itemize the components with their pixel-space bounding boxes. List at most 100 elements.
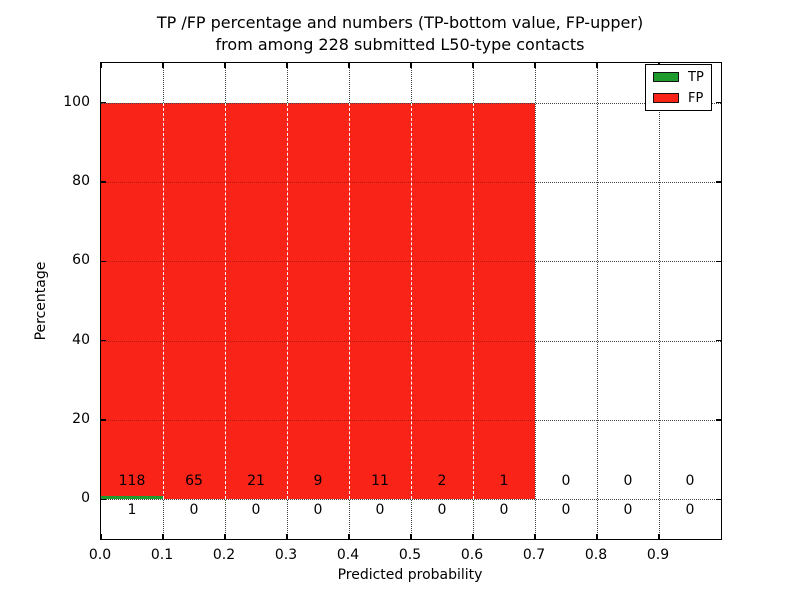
tp-count-label: 0 bbox=[375, 502, 385, 519]
bar-boundary-line bbox=[287, 102, 288, 500]
gridline-over-bars bbox=[101, 182, 535, 183]
tp-count-label: 0 bbox=[499, 502, 509, 519]
legend-label-tp: TP bbox=[688, 69, 704, 85]
fp-count-label: 118 bbox=[118, 473, 146, 490]
x-tick-label: 0.2 bbox=[212, 547, 236, 563]
gridline-over-bars bbox=[101, 340, 535, 342]
x-tick-mark-top bbox=[286, 63, 288, 68]
gridline-horizontal-top bbox=[101, 102, 721, 104]
bar-boundary-line bbox=[163, 102, 164, 500]
x-tick-label: 0.7 bbox=[522, 547, 546, 563]
y-tick-mark bbox=[101, 419, 106, 421]
fp-count-label: 0 bbox=[685, 473, 695, 490]
fp-count-label: 11 bbox=[371, 473, 389, 490]
x-tick-mark bbox=[472, 534, 474, 539]
x-tick-mark-top bbox=[100, 63, 102, 68]
bar-boundary-line bbox=[349, 102, 350, 500]
gridline-vertical bbox=[535, 63, 536, 539]
x-tick-label: 0.1 bbox=[150, 547, 174, 563]
chart-title-line2: from among 228 submitted L50-type contac… bbox=[215, 35, 585, 54]
fp-bar bbox=[163, 102, 225, 500]
fp-bar bbox=[225, 102, 287, 500]
x-tick-mark bbox=[534, 534, 536, 539]
x-tick-mark bbox=[224, 534, 226, 539]
y-tick-label: 40 bbox=[72, 331, 90, 348]
fp-color-swatch-icon bbox=[653, 93, 679, 103]
fp-count-label: 21 bbox=[247, 473, 265, 490]
tp-count-label: 1 bbox=[127, 502, 137, 519]
x-tick-mark-top bbox=[348, 63, 350, 68]
fp-bar bbox=[287, 102, 349, 500]
tp-count-label: 0 bbox=[623, 502, 633, 519]
gridline-vertical bbox=[659, 63, 660, 539]
x-tick-mark bbox=[286, 534, 288, 539]
x-tick-mark-top bbox=[534, 63, 536, 68]
gridline-over-bars bbox=[101, 261, 535, 263]
fp-count-label: 0 bbox=[561, 473, 571, 490]
tp-color-swatch-icon bbox=[653, 72, 679, 82]
x-tick-mark bbox=[658, 534, 660, 539]
chart-title: TP /FP percentage and numbers (TP-bottom… bbox=[0, 12, 800, 56]
y-tick-label: 60 bbox=[72, 252, 90, 269]
legend-label-fp: FP bbox=[688, 90, 704, 106]
gridline-horizontal-top bbox=[101, 499, 721, 501]
x-tick-mark bbox=[162, 534, 164, 539]
plot-area: 118 65 21 9 11 2 1 0 0 0 1 0 0 0 0 0 0 0 0 0 bbox=[100, 62, 722, 540]
fp-count-label: 9 bbox=[313, 473, 323, 490]
tp-count-label: 0 bbox=[189, 502, 199, 519]
fp-bar bbox=[349, 102, 411, 500]
fp-count-label: 2 bbox=[437, 473, 447, 490]
y-tick-mark bbox=[101, 102, 106, 104]
x-tick-label: 0.9 bbox=[646, 547, 670, 563]
y-tick-mark-right bbox=[716, 419, 721, 421]
legend-row-fp: FP bbox=[653, 91, 704, 105]
gridline-vertical bbox=[597, 63, 598, 539]
y-tick-label: 100 bbox=[63, 93, 90, 110]
y-tick-mark-right bbox=[716, 260, 721, 263]
y-tick-mark bbox=[101, 498, 106, 501]
y-tick-mark-right bbox=[716, 498, 721, 501]
y-tick-mark bbox=[101, 260, 106, 263]
y-tick-label: 20 bbox=[72, 411, 90, 427]
legend: TP FP bbox=[645, 64, 712, 111]
y-tick-label: 80 bbox=[72, 173, 90, 189]
fp-count-label: 65 bbox=[185, 473, 203, 490]
y-tick-mark bbox=[101, 181, 106, 183]
legend-row-tp: TP bbox=[653, 70, 704, 84]
x-tick-mark-top bbox=[224, 63, 226, 68]
tp-count-label: 0 bbox=[313, 502, 323, 519]
tp-count-label: 0 bbox=[685, 502, 695, 519]
tp-count-label: 0 bbox=[437, 502, 447, 519]
x-tick-mark bbox=[596, 534, 598, 539]
fp-bar bbox=[473, 102, 535, 500]
fp-bar bbox=[411, 102, 473, 500]
y-tick-label: 0 bbox=[81, 490, 90, 507]
gridline-over-bars bbox=[101, 420, 535, 421]
y-axis-label: Percentage bbox=[33, 261, 49, 341]
x-tick-label: 0.8 bbox=[584, 547, 608, 563]
x-tick-mark-top bbox=[162, 63, 164, 68]
x-tick-mark-top bbox=[596, 63, 598, 68]
tp-bar bbox=[101, 496, 163, 500]
x-tick-mark bbox=[348, 534, 350, 539]
chart-title-line1: TP /FP percentage and numbers (TP-bottom… bbox=[156, 13, 644, 32]
fp-count-label: 0 bbox=[623, 473, 633, 490]
y-tick-mark bbox=[101, 340, 106, 342]
x-tick-mark bbox=[410, 534, 412, 539]
bar-boundary-line bbox=[225, 102, 226, 500]
x-tick-label: 0.4 bbox=[336, 547, 360, 563]
tp-count-label: 0 bbox=[251, 502, 261, 519]
x-tick-mark bbox=[100, 534, 102, 539]
x-tick-label: 0.3 bbox=[274, 547, 298, 563]
bar-boundary-line bbox=[411, 102, 412, 500]
bar-boundary-line bbox=[473, 102, 474, 500]
x-tick-label: 0.6 bbox=[460, 547, 484, 563]
y-tick-mark-right bbox=[716, 340, 721, 342]
y-tick-mark-right bbox=[716, 181, 721, 183]
fp-bar bbox=[101, 102, 163, 496]
x-tick-mark-top bbox=[472, 63, 474, 68]
x-axis-label: Predicted probability bbox=[337, 567, 483, 583]
fp-count-label: 1 bbox=[499, 473, 509, 490]
tp-count-label: 0 bbox=[561, 502, 571, 519]
